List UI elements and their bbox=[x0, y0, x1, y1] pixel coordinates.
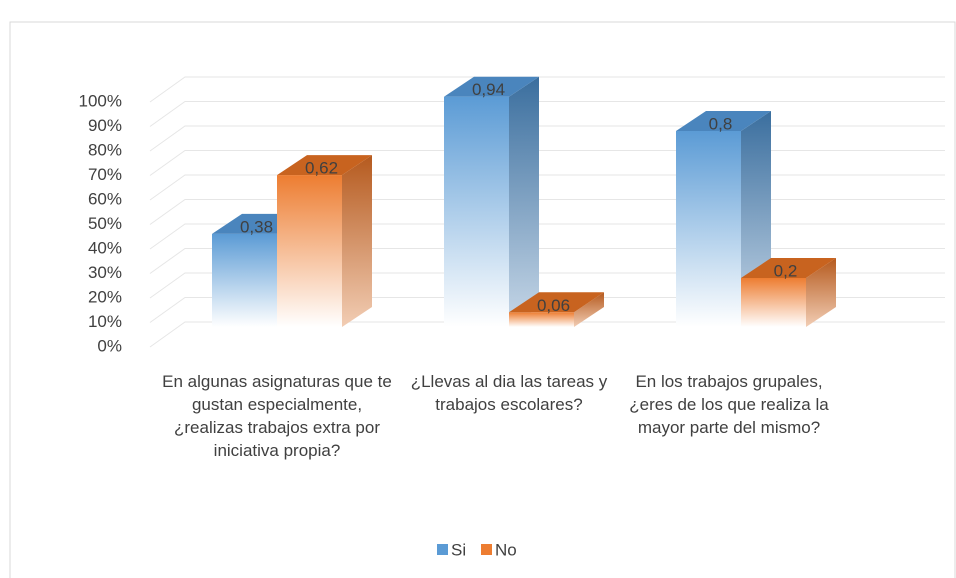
grid-line bbox=[149, 76, 945, 103]
y-tick-label: 60% bbox=[88, 189, 122, 208]
x-tick-label: ¿Llevas al dia las tareas y trabajos esc… bbox=[410, 372, 608, 414]
grid-line bbox=[149, 174, 945, 201]
data-label: 0,06 bbox=[537, 296, 570, 315]
data-label: 0,62 bbox=[305, 159, 338, 178]
y-tick-label: 100% bbox=[79, 91, 122, 110]
legend-swatch bbox=[481, 544, 492, 555]
data-label: 0,2 bbox=[774, 261, 798, 280]
bar-side bbox=[574, 292, 604, 327]
y-tick-label: 0% bbox=[97, 336, 122, 355]
legend-label: No bbox=[495, 540, 517, 559]
bar bbox=[741, 278, 806, 327]
grid-line bbox=[149, 125, 945, 152]
bar-top bbox=[277, 155, 372, 176]
x-tick-label: En algunas asignaturas que te gustan esp… bbox=[162, 372, 392, 460]
bar bbox=[212, 233, 277, 327]
bar-side bbox=[806, 258, 836, 327]
bar-top bbox=[509, 292, 604, 313]
x-tick-label: En los trabajos grupales, ¿eres de los q… bbox=[629, 372, 829, 437]
legend-swatch bbox=[437, 544, 448, 555]
y-tick-label: 80% bbox=[88, 140, 122, 159]
grid-line bbox=[149, 150, 945, 176]
bar-side bbox=[342, 155, 372, 327]
bar bbox=[676, 131, 741, 327]
bar-top bbox=[444, 76, 539, 97]
y-tick-label: 10% bbox=[88, 312, 122, 331]
bar-side bbox=[509, 76, 539, 327]
y-tick-label: 70% bbox=[88, 165, 122, 184]
bar-top bbox=[741, 258, 836, 278]
data-label: 0,8 bbox=[709, 114, 733, 133]
data-label: 0,94 bbox=[472, 80, 505, 99]
bar bbox=[277, 175, 342, 327]
y-tick-label: 30% bbox=[88, 263, 122, 282]
legend-label: Si bbox=[451, 540, 466, 559]
bar-top bbox=[676, 111, 771, 131]
y-tick-label: 90% bbox=[88, 116, 122, 135]
y-tick-label: 20% bbox=[88, 287, 122, 306]
bar bbox=[509, 312, 574, 327]
grid-line bbox=[149, 101, 945, 127]
data-label: 0,38 bbox=[240, 217, 273, 236]
bar bbox=[444, 96, 509, 327]
chart-border bbox=[9, 21, 956, 578]
y-tick-label: 40% bbox=[88, 238, 122, 257]
y-tick-label: 50% bbox=[88, 214, 122, 233]
